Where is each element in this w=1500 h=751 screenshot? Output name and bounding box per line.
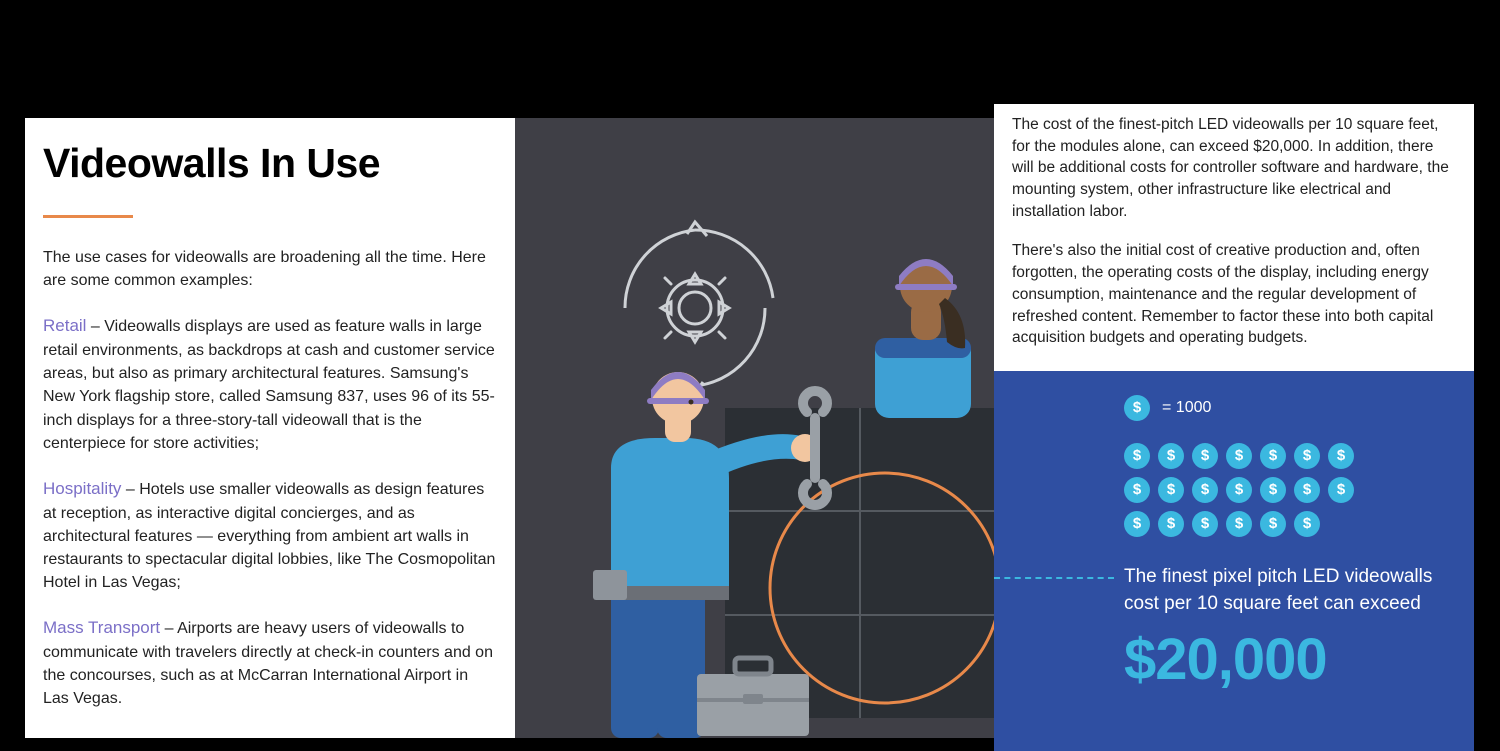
coin-row: $ $ $ $ $ $ $ — [1124, 443, 1456, 469]
cost-explainer: The cost of the finest-pitch LED videowa… — [994, 104, 1474, 371]
dollar-coin-icon: $ — [1158, 477, 1184, 503]
coin-row: $ $ $ $ $ $ $ — [1124, 477, 1456, 503]
usecase-body: – Videowalls displays are used as featur… — [43, 318, 495, 451]
dollar-coin-icon: $ — [1260, 443, 1286, 469]
legend-label: = 1000 — [1162, 399, 1211, 417]
coin-row: $ $ $ $ $ $ — [1124, 511, 1456, 537]
dollar-coin-icon: $ — [1192, 477, 1218, 503]
dollar-coin-icon: $ — [1158, 511, 1184, 537]
cost-paragraph-2: There's also the initial cost of creativ… — [1012, 240, 1456, 348]
dashed-leader-line — [994, 577, 1114, 579]
cost-caption: The finest pixel pitch LED videowalls co… — [1124, 563, 1456, 618]
usecase-label: Retail — [43, 316, 86, 335]
dollar-coin-icon: $ — [1226, 443, 1252, 469]
usecase-label: Mass Transport — [43, 618, 160, 637]
usecase-retail: Retail – Videowalls displays are used as… — [43, 314, 497, 455]
worker-b-icon — [875, 259, 971, 418]
dollar-coin-icon: $ — [1124, 395, 1150, 421]
workers-illustration — [515, 118, 995, 738]
intro-text: The use cases for videowalls are broaden… — [43, 246, 497, 292]
left-panel: Videowalls In Use The use cases for vide… — [25, 118, 515, 738]
illustration-panel — [515, 118, 995, 738]
usecase-transport: Mass Transport – Airports are heavy user… — [43, 616, 497, 710]
dollar-coin-icon: $ — [1158, 443, 1184, 469]
dollar-coin-icon: $ — [1294, 477, 1320, 503]
dollar-coin-icon: $ — [1328, 477, 1354, 503]
dollar-coin-icon: $ — [1124, 511, 1150, 537]
dollar-coin-icon: $ — [1294, 511, 1320, 537]
right-panel: The cost of the finest-pitch LED videowa… — [994, 104, 1474, 744]
dollar-coin-icon: $ — [1124, 477, 1150, 503]
dollar-coin-icon: $ — [1192, 443, 1218, 469]
dollar-coin-icon: $ — [1328, 443, 1354, 469]
cost-figure: $20,000 — [1124, 626, 1456, 693]
dollar-coin-icon: $ — [1260, 477, 1286, 503]
page-title: Videowalls In Use — [43, 140, 497, 187]
dollar-coin-icon: $ — [1260, 511, 1286, 537]
coin-legend: $ = 1000 — [1124, 395, 1456, 421]
usecase-hospitality: Hospitality – Hotels use smaller videowa… — [43, 477, 497, 594]
dollar-coin-icon: $ — [1226, 477, 1252, 503]
cost-infographic: $ = 1000 $ $ $ $ $ $ $ $ $ $ $ $ $ $ $ $ $ $ $ $ The finest… — [994, 371, 1474, 751]
accent-rule — [43, 215, 133, 218]
usecase-label: Hospitality — [43, 479, 121, 498]
coin-grid: $ $ $ $ $ $ $ $ $ $ $ $ $ $ $ $ $ $ $ $ — [1124, 443, 1456, 537]
cost-paragraph-1: The cost of the finest-pitch LED videowa… — [1012, 114, 1456, 222]
dollar-coin-icon: $ — [1124, 443, 1150, 469]
dollar-coin-icon: $ — [1192, 511, 1218, 537]
dollar-coin-icon: $ — [1226, 511, 1252, 537]
dollar-coin-icon: $ — [1294, 443, 1320, 469]
